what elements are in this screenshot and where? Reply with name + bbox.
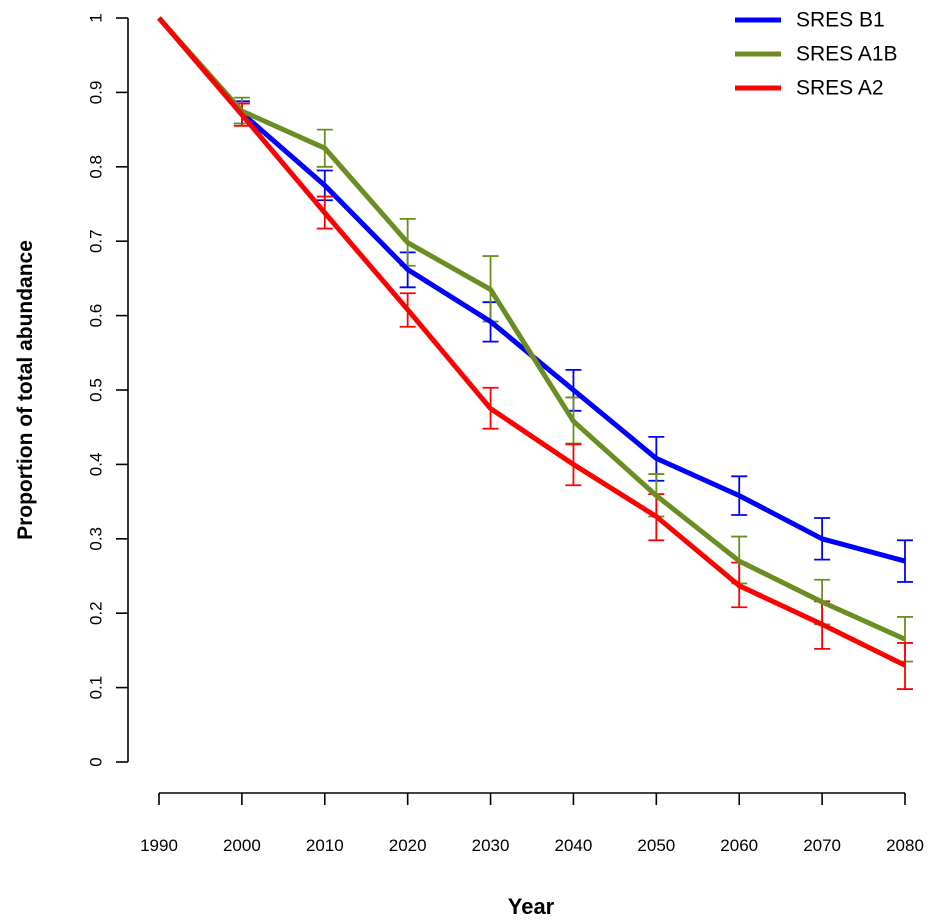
y-axis-title: Proportion of total abundance — [14, 240, 37, 540]
x-tick-label: 2010 — [306, 836, 344, 855]
legend: SRES B1 SRES A1B SRES A2 — [735, 9, 898, 100]
error-bars-group — [233, 96, 913, 690]
legend-label-sres-b1: SRES B1 — [796, 9, 885, 32]
y-tick-label: 0.4 — [87, 453, 106, 477]
y-tick-label: 0.2 — [87, 601, 106, 625]
x-tick-label: 2080 — [886, 836, 924, 855]
y-tick-label: 0.9 — [87, 81, 106, 105]
y-tick-label: 1 — [87, 13, 106, 22]
x-tick-label: 2060 — [720, 836, 758, 855]
series-line-sres-a1b — [157, 16, 907, 642]
x-axis-title: Year — [508, 894, 555, 919]
legend-label-sres-a1b: SRES A1B — [796, 43, 898, 66]
x-tick-label: 2050 — [637, 836, 675, 855]
x-tick-label: 2030 — [472, 836, 510, 855]
y-tick-label: 0.7 — [87, 229, 106, 253]
y-tick-label: 0.1 — [87, 676, 106, 700]
x-tick-label: 2040 — [555, 836, 593, 855]
x-tick-label: 2000 — [223, 836, 261, 855]
legend-label-sres-a2: SRES A2 — [796, 77, 884, 100]
y-tick-label: 0.8 — [87, 155, 106, 179]
x-tick-label: 1990 — [140, 836, 178, 855]
y-tick-label: 0.5 — [87, 378, 106, 402]
y-tick-label: 0 — [87, 757, 106, 766]
series-line-sres-b1 — [157, 16, 906, 564]
series-lines-group — [157, 16, 907, 668]
y-tick-label: 0.6 — [87, 304, 106, 328]
y-tick-label: 0.3 — [87, 527, 106, 551]
series-line-sres-a2 — [157, 16, 907, 668]
axes-group: 0 0.1 0.2 0.3 0.4 0.5 0.6 0.7 0.8 0.9 1 1990 2000 201… — [87, 13, 924, 855]
x-tick-label: 2020 — [389, 836, 427, 855]
x-tick-label: 2070 — [803, 836, 841, 855]
